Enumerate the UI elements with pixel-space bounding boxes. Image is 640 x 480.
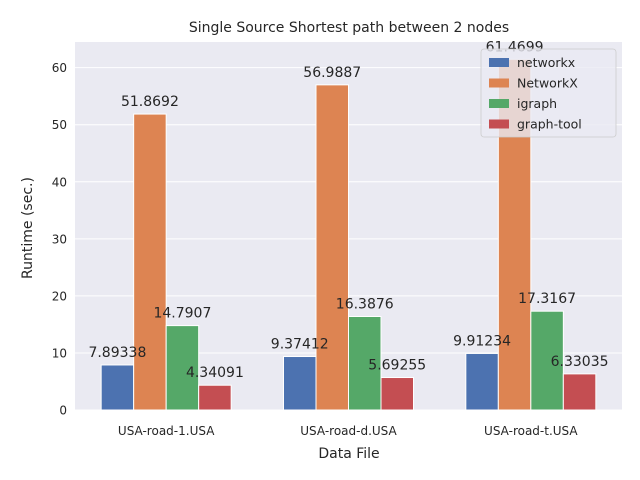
y-tick-label: 40 bbox=[52, 175, 67, 189]
bar-igraph bbox=[348, 316, 382, 411]
y-tick-label: 20 bbox=[52, 289, 67, 303]
data-label: 17.3167 bbox=[518, 291, 576, 307]
y-tick-label: 50 bbox=[52, 118, 67, 132]
data-label: 7.89338 bbox=[88, 345, 146, 361]
legend-label: networkx bbox=[517, 55, 575, 70]
data-label: 9.37412 bbox=[271, 337, 329, 353]
bar-graph-tool bbox=[562, 373, 597, 411]
y-tick-label: 0 bbox=[59, 404, 67, 418]
legend-label: graph-tool bbox=[517, 117, 582, 132]
legend-label: igraph bbox=[517, 96, 557, 111]
bar-graph-tool bbox=[380, 377, 414, 411]
legend-swatch bbox=[489, 78, 509, 88]
bar-networkx bbox=[133, 113, 167, 411]
data-labels: 7.89338 51.8692 14.7907 4.34091 9.37412 56.98… bbox=[88, 39, 608, 381]
bars bbox=[100, 58, 597, 411]
data-label: 14.7907 bbox=[153, 306, 211, 322]
bar-igraph bbox=[530, 310, 564, 411]
data-label: 4.34091 bbox=[186, 365, 244, 381]
legend: networkx NetworkX igraph graph-tool bbox=[480, 48, 617, 138]
y-axis-label: Runtime (sec.) bbox=[20, 177, 36, 279]
legend-swatch bbox=[489, 58, 509, 67]
bar-graph-tool bbox=[198, 384, 232, 411]
data-label: 16.3876 bbox=[336, 297, 394, 313]
legend-label: NetworkX bbox=[517, 76, 578, 91]
x-tick-label: USA-road-1.USA bbox=[118, 424, 215, 438]
x-tick-label: USA-road-t.USA bbox=[484, 424, 578, 438]
data-label: 5.69255 bbox=[368, 358, 426, 374]
legend-swatch bbox=[489, 119, 509, 129]
x-axis-ticks: USA-road-1.USA USA-road-d.USA USA-road-t.U… bbox=[118, 424, 578, 438]
bar-networkx bbox=[315, 84, 349, 411]
x-tick-label: USA-road-d.USA bbox=[300, 424, 397, 438]
bar-networkx bbox=[100, 364, 135, 411]
y-tick-label: 10 bbox=[52, 346, 67, 360]
y-axis-ticks: 0 10 20 30 40 50 60 bbox=[52, 61, 67, 417]
bar-networkx bbox=[283, 356, 317, 411]
data-label: 9.91234 bbox=[453, 333, 511, 349]
data-label: 56.9887 bbox=[303, 65, 361, 81]
y-tick-label: 60 bbox=[52, 61, 67, 75]
chart-title: Single Source Shortest path between 2 no… bbox=[189, 20, 509, 36]
y-tick-label: 30 bbox=[52, 232, 67, 246]
data-label: 51.8692 bbox=[121, 94, 179, 110]
bar-igraph bbox=[165, 325, 200, 411]
bar-networkx bbox=[465, 352, 499, 411]
legend-swatch bbox=[489, 99, 509, 108]
x-axis-label: Data File bbox=[318, 446, 379, 462]
legend-box bbox=[480, 48, 617, 138]
data-label: 6.33035 bbox=[551, 354, 609, 370]
